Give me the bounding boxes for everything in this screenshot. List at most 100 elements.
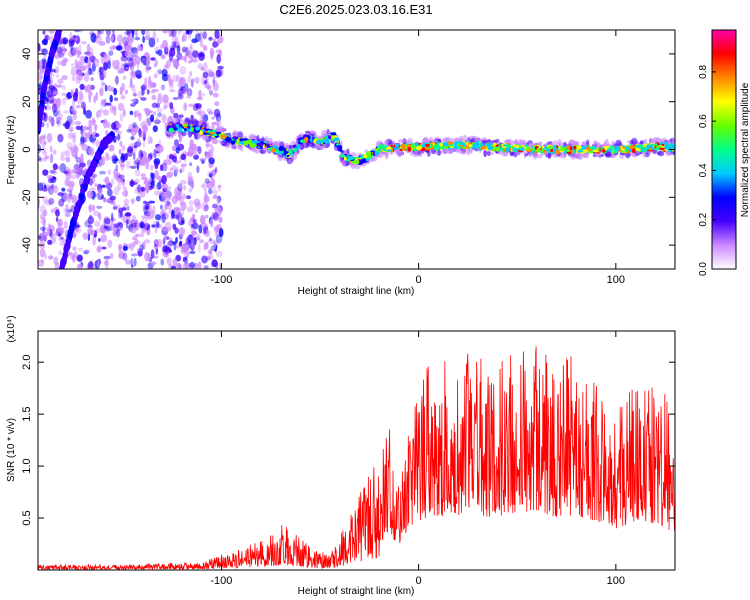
- spectrogram-noise-blob: [97, 196, 104, 201]
- spectrogram-noise-blob: [127, 45, 133, 49]
- snr-x-ticks: -100 0 100: [210, 331, 625, 587]
- spectrogram-ridge-halo: [288, 158, 293, 163]
- spectrogram-noise-blob: [68, 39, 76, 44]
- spectrogram-noise-blob: [101, 99, 105, 106]
- spectrogram-noise-blob: [57, 133, 64, 143]
- spectrogram-noise-blob: [122, 36, 129, 47]
- spectrogram-noise-blob: [75, 104, 82, 109]
- spectrogram-noise-blob: [154, 160, 159, 170]
- spectrogram-noise-blob: [72, 92, 78, 102]
- spectrogram-noise-blob: [135, 49, 139, 57]
- spectrogram-ridge-halo: [489, 152, 494, 156]
- spectrogram-noise-blob: [165, 60, 171, 67]
- spectrogram-noise-blob: [175, 236, 178, 244]
- spectrogram-branch-blob: [67, 230, 73, 240]
- spectrogram-noise-blob: [61, 85, 66, 90]
- spectrogram-noise-blob: [81, 126, 89, 131]
- snr-y-tick-label: 2.0: [21, 355, 33, 370]
- spectrogram-noise-blob: [129, 165, 137, 169]
- spectrogram-noise-blob: [49, 169, 56, 174]
- spectrogram-noise-blob: [200, 66, 205, 71]
- spectrogram-branch-blob: [38, 124, 41, 131]
- spectrogram-ridge-blob: [610, 145, 615, 149]
- spectrogram-noise-blob: [139, 232, 145, 238]
- spectrogram-noise-blob: [199, 158, 206, 162]
- spectrogram-noise-blob: [156, 37, 159, 44]
- spectrogram-noise-blob: [212, 212, 219, 221]
- spectrogram-noise-blob: [158, 179, 165, 184]
- spectrogram-ridge-blob: [278, 150, 283, 155]
- spectrogram-ridge-blob: [661, 143, 665, 147]
- spectrogram-noise-blob: [42, 141, 47, 146]
- snr-frame: [37, 330, 676, 571]
- spectrogram-noise-blob: [115, 228, 121, 238]
- spectrogram-branch-blob: [49, 48, 55, 58]
- spectrogram-noise-blob: [217, 185, 222, 192]
- spectrogram-noise-blob: [55, 97, 62, 107]
- spectrogram-noise-blob: [135, 55, 141, 65]
- spectrogram-noise-blob: [99, 72, 105, 81]
- spectrogram-noise-blob: [212, 41, 219, 48]
- spectrogram-noise-blob: [134, 110, 137, 118]
- spectrogram-noise-blob: [88, 147, 95, 156]
- spectrogram-noise-blob: [210, 145, 214, 154]
- spectrogram-noise-blob: [217, 65, 224, 70]
- spectrogram-noise-blob: [71, 169, 78, 174]
- spectrogram-y-tick-label: -40: [21, 237, 33, 253]
- spectrogram-noise-blob: [130, 103, 136, 107]
- spectrogram-noise-blob: [87, 216, 95, 225]
- spectrogram-ridge-blob: [573, 145, 577, 150]
- spectrogram-noise-blob: [78, 44, 82, 54]
- spectrogram-ridge-blob: [284, 150, 288, 155]
- spectrogram-noise-blob: [141, 57, 147, 64]
- spectrogram-noise-blob: [181, 36, 185, 42]
- colorbar-tick-label: 0.0: [698, 262, 709, 276]
- spectrogram-noise-blob: [175, 168, 179, 173]
- spectrogram-noise-blob: [114, 59, 120, 68]
- spectrogram-noise-blob: [50, 208, 54, 214]
- spectrogram-ridge-blob: [646, 146, 650, 150]
- spectrogram-ridge-blob: [664, 144, 671, 150]
- spectrogram-noise-blob: [42, 217, 46, 227]
- spectrogram-ridge-halo: [615, 139, 622, 147]
- spectrogram-noise-blob: [162, 227, 168, 232]
- spectrogram-ridge-blob: [382, 147, 388, 151]
- spectrogram-ridge-blob: [615, 147, 621, 151]
- spectrogram-noise-blob: [126, 57, 133, 62]
- spectrogram-noise-blob: [108, 50, 114, 56]
- spectrogram-noise-blob: [140, 97, 147, 101]
- spectrogram-noise-blob: [67, 132, 74, 140]
- spectrogram-noise-blob: [41, 39, 48, 46]
- spectrogram-noise-blob: [104, 259, 109, 266]
- spectrogram-noise-blob: [130, 257, 134, 266]
- spectrogram-noise-blob: [71, 254, 76, 263]
- spectrogram-ridge-halo: [326, 129, 330, 135]
- snr-marks: [38, 346, 675, 570]
- spectrogram-noise-blob: [198, 224, 203, 234]
- spectrogram-noise-blob: [114, 97, 118, 101]
- spectrogram-noise-blob: [172, 258, 178, 268]
- spectrogram-noise-blob: [90, 229, 95, 236]
- spectrogram-ridge-blob: [393, 147, 398, 151]
- spectrogram-noise-blob: [208, 111, 213, 115]
- spectrogram-noise-blob: [146, 185, 149, 194]
- spectrogram-noise-blob: [196, 233, 201, 241]
- spectrogram-noise-blob: [68, 180, 75, 188]
- spectrogram-noise-blob: [99, 87, 103, 97]
- spectrogram-ridge-blob: [225, 137, 231, 142]
- spectrogram-ridge-blob: [258, 143, 264, 146]
- spectrogram-noise-blob: [181, 217, 185, 224]
- spectrogram-noise-blob: [113, 186, 120, 196]
- spectrogram-noise-blob: [107, 84, 112, 92]
- spectrogram-noise-blob: [38, 182, 44, 191]
- spectrogram-noise-blob: [44, 150, 48, 157]
- spectrogram-noise-blob: [70, 66, 78, 77]
- spectrogram-noise-blob: [115, 45, 123, 51]
- spectrogram-noise-blob: [121, 144, 126, 152]
- spectrogram-ridge-halo: [167, 132, 172, 136]
- spectrogram-noise-blob: [164, 203, 168, 210]
- spectrogram-noise-blob: [111, 122, 117, 130]
- spectrogram-noise-blob: [154, 59, 158, 66]
- spectrogram-ridge-blob: [407, 146, 412, 152]
- spectrogram-ridge-halo: [230, 143, 236, 150]
